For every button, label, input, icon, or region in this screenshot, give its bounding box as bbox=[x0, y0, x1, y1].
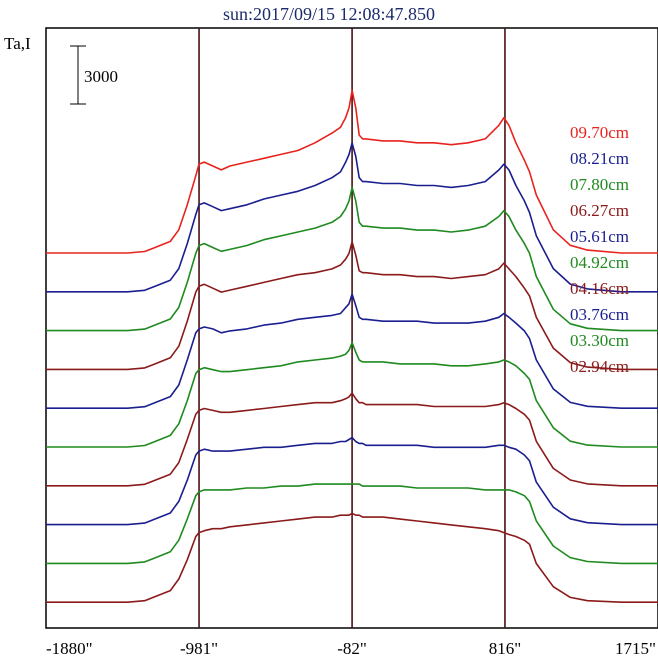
series-line-03.30cm bbox=[46, 483, 658, 565]
x-tick-label-3: 816" bbox=[489, 639, 521, 658]
series-line-06.27cm bbox=[46, 241, 658, 371]
legend-label-07.80cm: 07.80cm bbox=[570, 175, 629, 194]
legend-label-02.94cm: 02.94cm bbox=[570, 357, 629, 376]
series-line-02.94cm bbox=[46, 512, 658, 604]
legend-label-04.16cm: 04.16cm bbox=[570, 279, 629, 298]
chart-title: sun:2017/09/15 12:08:47.850 bbox=[222, 4, 435, 24]
reference-lines bbox=[198, 28, 506, 628]
series-line-08.21cm bbox=[46, 142, 658, 293]
legend-label-09.70cm: 09.70cm bbox=[570, 123, 629, 142]
x-tick-labels: -1880" -981" -82" 816" 1715" bbox=[46, 639, 656, 658]
legend-label-08.21cm: 08.21cm bbox=[570, 149, 629, 168]
series-line-04.92cm bbox=[46, 341, 658, 448]
x-tick-label-1: -981" bbox=[180, 639, 218, 658]
series-line-04.16cm bbox=[46, 392, 658, 487]
x-tick-label-2: -82" bbox=[337, 639, 367, 658]
scale-bar: 3000 bbox=[70, 45, 118, 105]
series-line-07.80cm bbox=[46, 186, 658, 332]
legend-label-04.92cm: 04.92cm bbox=[570, 253, 629, 272]
y-axis-label: Ta,I bbox=[4, 34, 31, 53]
x-tick-label-0: -1880" bbox=[46, 639, 93, 658]
scale-bar-label: 3000 bbox=[84, 67, 118, 86]
series-line-09.70cm bbox=[46, 89, 658, 254]
series-line-03.76cm bbox=[46, 436, 658, 526]
legend-label-06.27cm: 06.27cm bbox=[570, 201, 629, 220]
series-lines bbox=[46, 89, 658, 604]
series-line-05.61cm bbox=[46, 293, 658, 410]
x-tick-label-4: 1715" bbox=[615, 639, 656, 658]
legend-label-03.76cm: 03.76cm bbox=[570, 305, 629, 324]
legend-label-05.61cm: 05.61cm bbox=[570, 227, 629, 246]
legend: 09.70cm 08.21cm 07.80cm 06.27cm 05.61cm 04.92… bbox=[570, 123, 629, 376]
legend-label-03.30cm: 03.30cm bbox=[570, 331, 629, 350]
